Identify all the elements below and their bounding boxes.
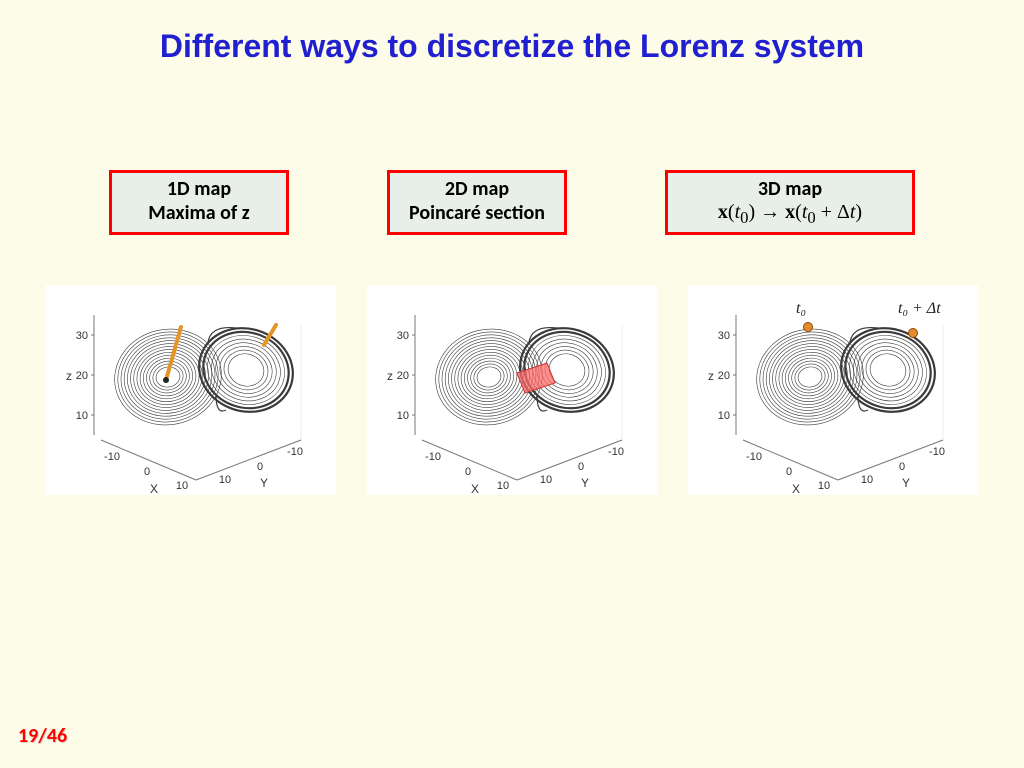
svg-text:-10: -10: [104, 451, 120, 463]
svg-text:10: 10: [219, 474, 231, 486]
map-box-3d-formula: x(t0) → x(t0 + Δt): [680, 201, 900, 228]
svg-text:20: 20: [718, 370, 730, 382]
svg-text:10: 10: [718, 410, 730, 422]
svg-text:X: X: [471, 482, 479, 495]
svg-text:Y: Y: [902, 476, 910, 490]
plot-panel-1d: 10 20 30 z -10 0 10 X -10 0 10 Y: [46, 285, 336, 495]
map-box-1d: 1D map Maxima of z: [109, 170, 289, 235]
svg-text:Y: Y: [260, 476, 268, 490]
map-box-3d: 3D map x(t0) → x(t0 + Δt): [665, 170, 915, 235]
svg-text:X: X: [792, 482, 800, 495]
svg-text:0: 0: [465, 466, 471, 478]
plot-panel-2d: 10 20 30 z -10 0 10 X -10 0 10 Y: [367, 285, 657, 495]
svg-text:-10: -10: [287, 446, 303, 458]
svg-text:10: 10: [497, 480, 509, 492]
plots-row: 10 20 30 z -10 0 10 X -10 0 10 Y 10 20 30 z -10 0 10 X -10 0…: [0, 285, 1024, 495]
svg-text:-10: -10: [929, 446, 945, 458]
map-box-3d-line1: 3D map: [680, 177, 900, 201]
svg-text:0: 0: [257, 461, 263, 473]
svg-text:t₀ + Δt: t₀ + Δt: [898, 300, 941, 317]
plot-panel-3d: 10 20 30 z -10 0 10 X -10 0 10 Yt₀ t₀ + Δt: [688, 285, 978, 495]
map-box-2d-line1: 2D map: [402, 177, 552, 201]
svg-text:10: 10: [818, 480, 830, 492]
svg-text:10: 10: [861, 474, 873, 486]
svg-text:t₀: t₀: [796, 300, 806, 317]
svg-text:Y: Y: [581, 476, 589, 490]
map-box-2d: 2D map Poincaré section: [387, 170, 567, 235]
svg-text:-10: -10: [746, 451, 762, 463]
map-box-2d-line2: Poincaré section: [402, 201, 552, 225]
map-boxes-row: 1D map Maxima of z 2D map Poincaré secti…: [0, 170, 1024, 235]
svg-text:10: 10: [75, 410, 87, 422]
svg-text:30: 30: [397, 330, 409, 342]
map-box-1d-line1: 1D map: [124, 177, 274, 201]
svg-text:0: 0: [786, 466, 792, 478]
svg-text:X: X: [150, 482, 158, 495]
svg-text:z: z: [387, 369, 393, 383]
svg-text:10: 10: [176, 480, 188, 492]
svg-text:0: 0: [144, 466, 150, 478]
page-number: 19/46: [18, 724, 67, 748]
svg-text:20: 20: [397, 370, 409, 382]
svg-text:20: 20: [75, 370, 87, 382]
svg-text:30: 30: [718, 330, 730, 342]
svg-text:-10: -10: [425, 451, 441, 463]
page-title: Different ways to discretize the Lorenz …: [0, 0, 1024, 65]
map-box-1d-line2: Maxima of z: [124, 201, 274, 225]
svg-text:0: 0: [899, 461, 905, 473]
svg-text:10: 10: [540, 474, 552, 486]
svg-text:z: z: [66, 369, 72, 383]
svg-text:30: 30: [75, 330, 87, 342]
svg-text:10: 10: [397, 410, 409, 422]
svg-text:-10: -10: [608, 446, 624, 458]
svg-text:z: z: [708, 369, 714, 383]
svg-text:0: 0: [578, 461, 584, 473]
